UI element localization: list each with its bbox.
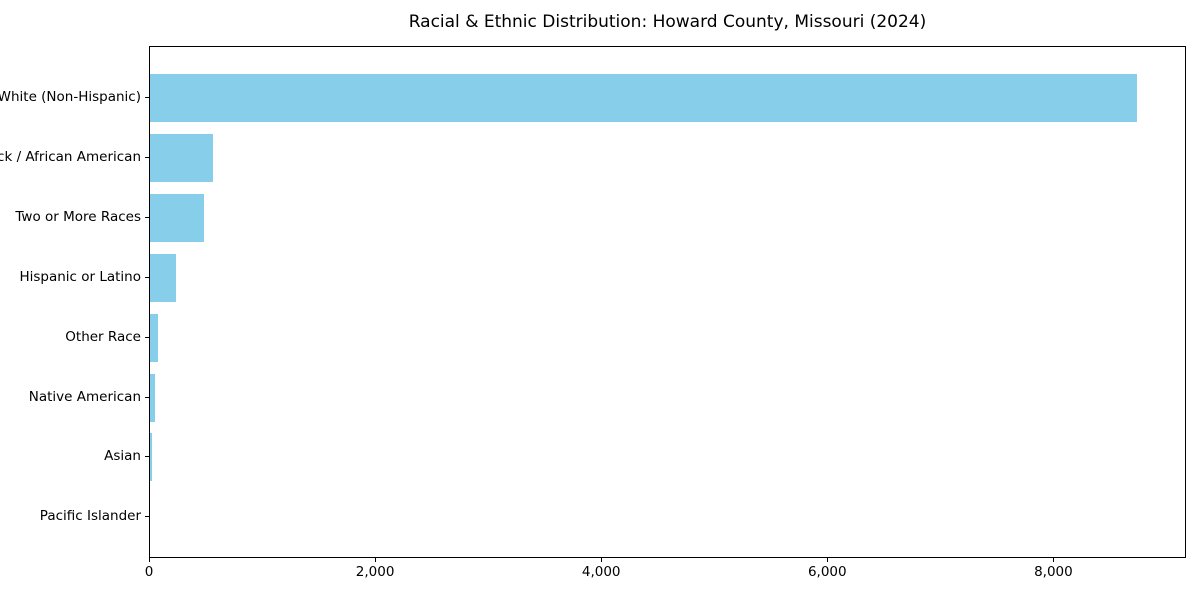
y-tick-mark — [145, 516, 149, 518]
x-tick-mark — [1053, 558, 1055, 562]
y-tick-label: Pacific Islander — [39, 508, 141, 525]
y-tick-label: Two or More Races — [15, 208, 141, 225]
y-tick-mark — [145, 276, 149, 278]
y-tick-mark — [145, 336, 149, 338]
x-tick-mark — [375, 558, 377, 562]
bar — [150, 193, 205, 242]
chart-title: Racial & Ethnic Distribution: Howard Cou… — [408, 12, 927, 32]
y-tick-mark — [145, 97, 149, 98]
bar — [150, 253, 176, 302]
y-tick-mark — [145, 456, 149, 458]
bar — [150, 433, 153, 482]
x-tick-label: 6,000 — [807, 564, 847, 580]
y-tick-mark — [145, 396, 149, 398]
y-tick-mark — [145, 156, 149, 158]
bar — [150, 373, 155, 422]
y-tick-label: Other Race — [65, 328, 141, 345]
y-tick-label: Native American — [28, 388, 141, 405]
x-tick-mark — [149, 558, 150, 562]
y-tick-mark — [145, 216, 149, 218]
y-tick-label: White (Non-Hispanic) — [0, 89, 141, 105]
bar — [150, 313, 158, 362]
x-tick-mark — [601, 558, 603, 562]
y-tick-label: Black / African American — [0, 148, 141, 165]
x-tick-mark — [827, 558, 829, 562]
y-tick-label: Hispanic or Latino — [19, 268, 141, 285]
x-tick-label: 2,000 — [355, 564, 395, 580]
x-tick-label: 8,000 — [1034, 564, 1073, 580]
x-tick-label: 0 — [144, 564, 154, 580]
x-tick-label: 4,000 — [581, 564, 621, 580]
bar — [150, 133, 214, 182]
plot-area — [149, 46, 1186, 558]
y-tick-label: Asian — [104, 448, 141, 465]
bar — [150, 74, 1138, 122]
